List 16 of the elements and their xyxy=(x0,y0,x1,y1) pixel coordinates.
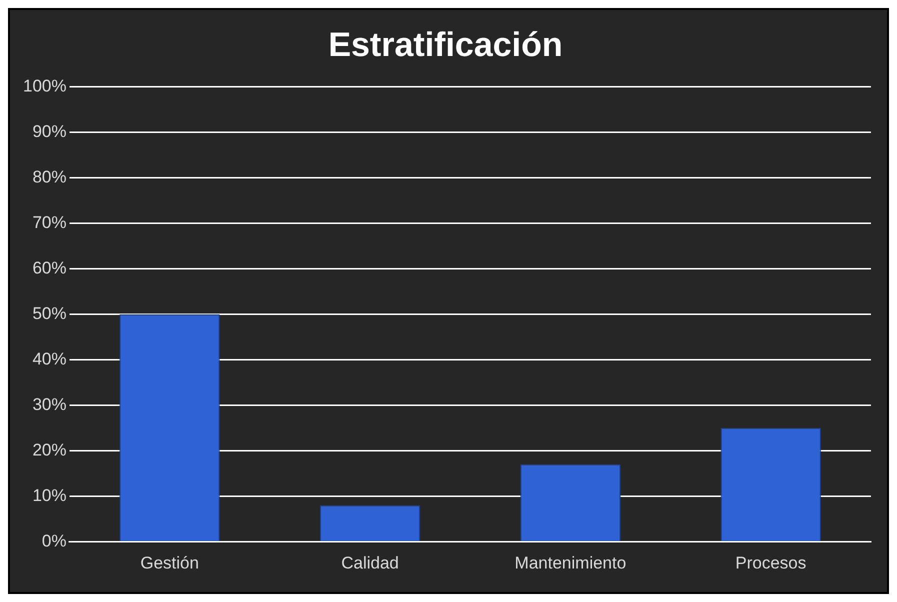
y-tick-label: 40% xyxy=(32,349,66,368)
x-tick-label: Procesos xyxy=(735,553,806,572)
y-tick-label: 50% xyxy=(32,304,66,323)
y-tick-label: 60% xyxy=(32,258,66,278)
y-tick-label: 80% xyxy=(32,167,66,186)
y-tick-label: 90% xyxy=(32,122,66,141)
y-tick-label: 70% xyxy=(32,212,66,232)
chart-title: Estratificación xyxy=(328,26,563,64)
x-tick-label: Gestión xyxy=(140,553,199,572)
y-tick-label: 10% xyxy=(32,486,66,505)
y-tick-label: 20% xyxy=(32,440,66,460)
x-tick-label: Mantenimiento xyxy=(514,553,626,572)
y-tick-label: 30% xyxy=(32,394,66,414)
x-tick-label: Calidad xyxy=(341,553,399,572)
y-tick-label: 0% xyxy=(42,531,66,550)
y-tick-label: 100% xyxy=(22,76,66,96)
